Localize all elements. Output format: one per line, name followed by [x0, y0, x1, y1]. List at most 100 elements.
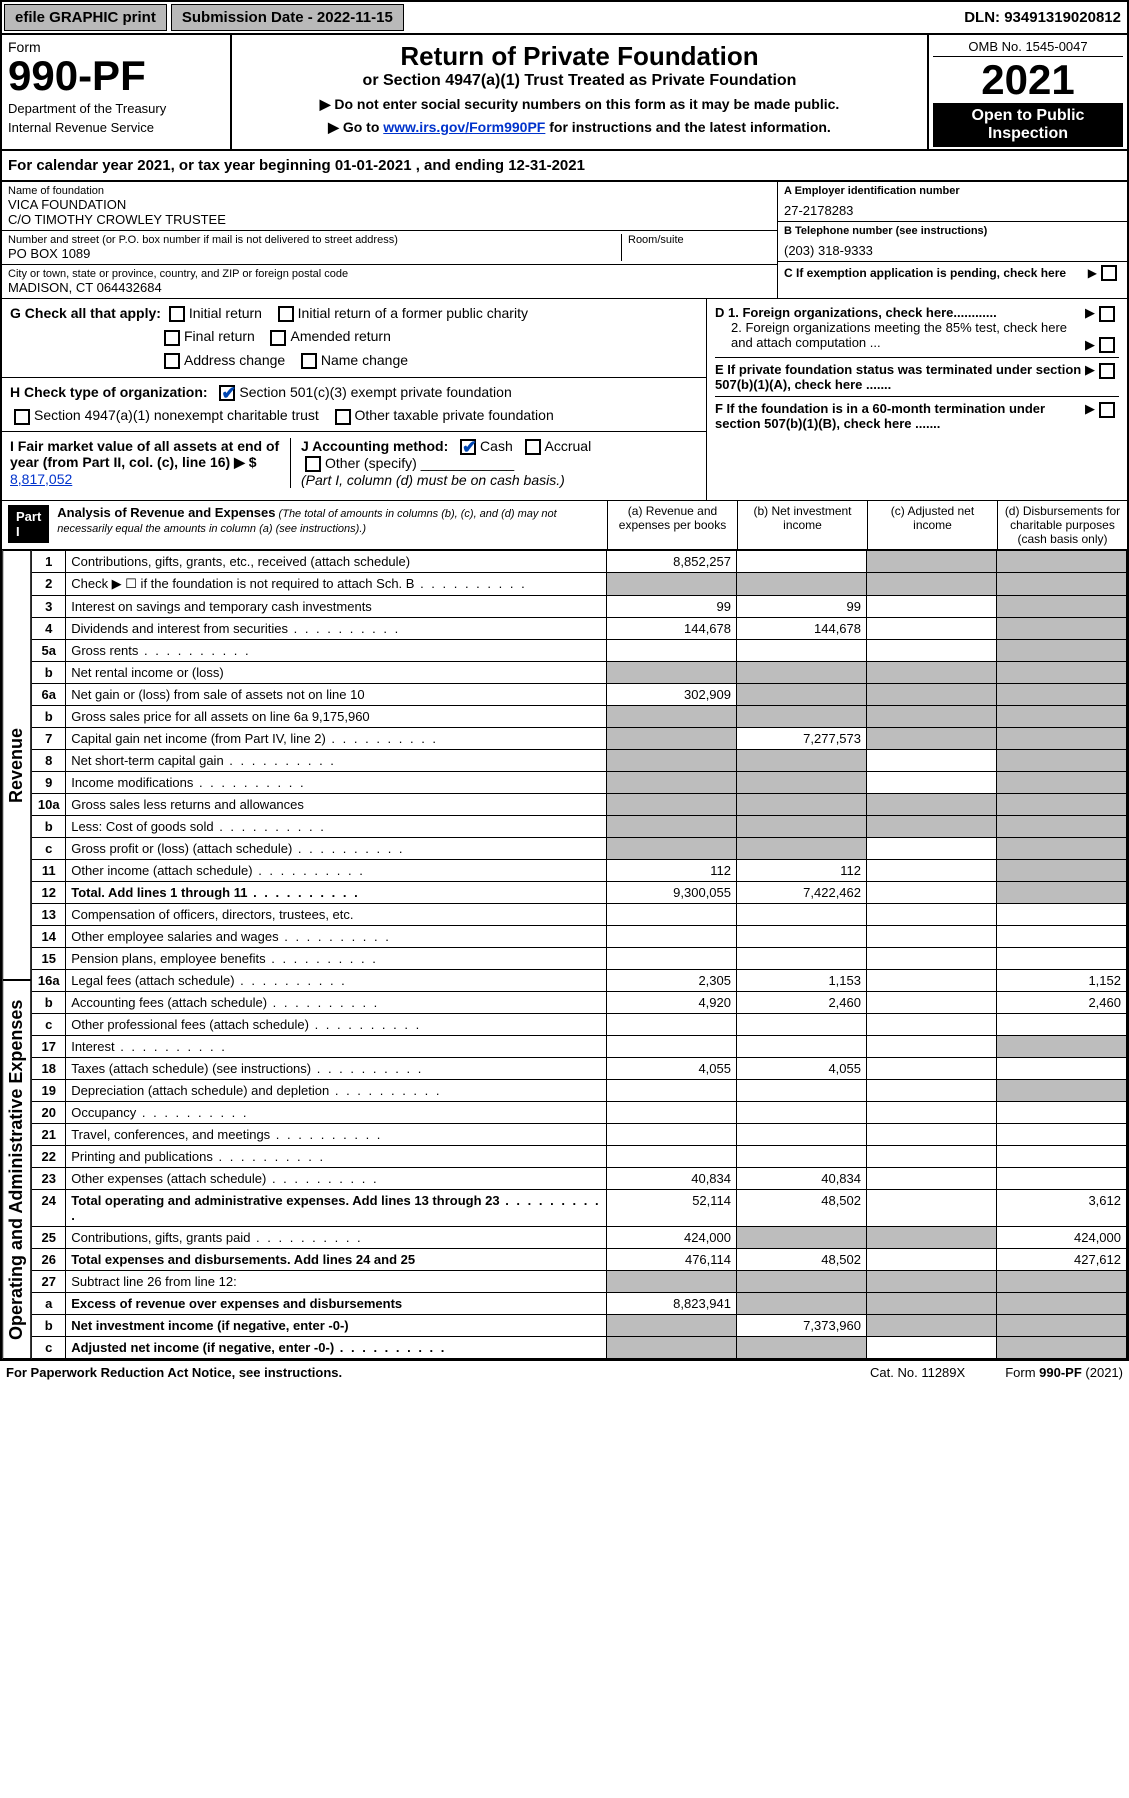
- amount-cell: [997, 1146, 1127, 1168]
- 501c3-checkbox[interactable]: [219, 385, 235, 401]
- h-opt-1: Section 501(c)(3) exempt private foundat…: [239, 384, 511, 400]
- table-row: 20Occupancy: [32, 1102, 1127, 1124]
- e-checkbox[interactable]: [1099, 363, 1115, 379]
- amount-cell: [607, 1146, 737, 1168]
- header-right: OMB No. 1545-0047 2021 Open to Public In…: [927, 35, 1127, 149]
- other-taxable-checkbox[interactable]: [335, 409, 351, 425]
- exemption-checkbox[interactable]: [1101, 265, 1117, 281]
- line-desc: Dividends and interest from securities: [66, 618, 607, 640]
- amount-cell: [607, 794, 737, 816]
- i-label: I Fair market value of all assets at end…: [10, 438, 279, 470]
- table-row: bNet rental income or (loss): [32, 662, 1127, 684]
- other-method-checkbox[interactable]: [305, 456, 321, 472]
- line-desc: Compensation of officers, directors, tru…: [66, 904, 607, 926]
- goto-pre: ▶ Go to: [328, 119, 383, 135]
- line-desc: Excess of revenue over expenses and disb…: [66, 1293, 607, 1315]
- calyear-begin: 01-01-2021: [335, 157, 412, 174]
- initial-return-checkbox[interactable]: [169, 306, 185, 322]
- line-number: c: [32, 1014, 66, 1036]
- d2-checkbox[interactable]: [1099, 337, 1115, 353]
- fmv-value[interactable]: 8,817,052: [10, 471, 72, 487]
- amount-cell: [997, 684, 1127, 706]
- goto-post: for instructions and the latest informat…: [545, 119, 830, 135]
- amount-cell: [607, 728, 737, 750]
- f-checkbox[interactable]: [1099, 402, 1115, 418]
- amount-cell: 99: [737, 596, 867, 618]
- part1-title: Analysis of Revenue and Expenses: [57, 505, 275, 520]
- initial-former-checkbox[interactable]: [278, 306, 294, 322]
- amount-cell: [997, 1058, 1127, 1080]
- amount-cell: [867, 1080, 997, 1102]
- address-cell: Number and street (or P.O. box number if…: [2, 231, 777, 265]
- amount-cell: [867, 551, 997, 573]
- amount-cell: [997, 816, 1127, 838]
- table-row: bLess: Cost of goods sold: [32, 816, 1127, 838]
- line-number: c: [32, 838, 66, 860]
- part1-header-row: Part I Analysis of Revenue and Expenses …: [2, 501, 1127, 550]
- line-desc: Travel, conferences, and meetings: [66, 1124, 607, 1146]
- final-return-checkbox[interactable]: [164, 330, 180, 346]
- 4947-checkbox[interactable]: [14, 409, 30, 425]
- amount-cell: 1,153: [737, 970, 867, 992]
- amount-cell: 144,678: [607, 618, 737, 640]
- line-number: 15: [32, 948, 66, 970]
- amount-cell: [737, 1227, 867, 1249]
- line-number: 16a: [32, 970, 66, 992]
- line-number: 18: [32, 1058, 66, 1080]
- line-desc: Income modifications: [66, 772, 607, 794]
- amount-cell: [867, 1293, 997, 1315]
- amount-cell: [997, 794, 1127, 816]
- amount-cell: [607, 1124, 737, 1146]
- line-desc: Gross sales less returns and allowances: [66, 794, 607, 816]
- table-row: 18Taxes (attach schedule) (see instructi…: [32, 1058, 1127, 1080]
- name-change-checkbox[interactable]: [301, 353, 317, 369]
- instructions-link[interactable]: www.irs.gov/Form990PF: [383, 119, 545, 135]
- line-desc: Subtract line 26 from line 12:: [66, 1271, 607, 1293]
- table-row: 27Subtract line 26 from line 12:: [32, 1271, 1127, 1293]
- amount-cell: 1,152: [997, 970, 1127, 992]
- line-desc: Taxes (attach schedule) (see instruction…: [66, 1058, 607, 1080]
- amount-cell: [737, 1271, 867, 1293]
- d1-checkbox[interactable]: [1099, 306, 1115, 322]
- cash-checkbox[interactable]: [460, 439, 476, 455]
- amount-cell: 476,114: [607, 1249, 737, 1271]
- table-row: 4Dividends and interest from securities1…: [32, 618, 1127, 640]
- table-row: 17Interest: [32, 1036, 1127, 1058]
- exemption-label: C If exemption application is pending, c…: [784, 266, 1088, 280]
- line-desc: Net investment income (if negative, ente…: [66, 1315, 607, 1337]
- amended-return-checkbox[interactable]: [270, 330, 286, 346]
- address-change-checkbox[interactable]: [164, 353, 180, 369]
- amount-cell: [607, 904, 737, 926]
- line-number: b: [32, 662, 66, 684]
- amount-cell: [997, 551, 1127, 573]
- amount-cell: [867, 1337, 997, 1359]
- form-number: 990-PF: [8, 55, 224, 97]
- accrual-checkbox[interactable]: [525, 439, 541, 455]
- amount-cell: [737, 662, 867, 684]
- city-label: City or town, state or province, country…: [8, 268, 771, 280]
- line-desc: Interest: [66, 1036, 607, 1058]
- line-number: 12: [32, 882, 66, 904]
- amount-cell: [607, 1271, 737, 1293]
- line-desc: Occupancy: [66, 1102, 607, 1124]
- h-opt-2: Section 4947(a)(1) nonexempt charitable …: [34, 407, 319, 423]
- amount-cell: 99: [607, 596, 737, 618]
- table-row: 10aGross sales less returns and allowanc…: [32, 794, 1127, 816]
- part1-table-wrap: Revenue Operating and Administrative Exp…: [2, 550, 1127, 1359]
- submission-date: Submission Date - 2022-11-15: [171, 4, 404, 31]
- amount-cell: [997, 772, 1127, 794]
- revenue-vlabel: Revenue: [2, 550, 31, 980]
- amount-cell: [867, 684, 997, 706]
- amount-cell: [607, 926, 737, 948]
- amount-cell: 8,823,941: [607, 1293, 737, 1315]
- amount-cell: [737, 1014, 867, 1036]
- amount-cell: [867, 926, 997, 948]
- line-number: 2: [32, 573, 66, 596]
- address-value: PO BOX 1089: [8, 246, 621, 261]
- amount-cell: [737, 1337, 867, 1359]
- amount-cell: [997, 838, 1127, 860]
- efile-button[interactable]: efile GRAPHIC print: [4, 4, 167, 31]
- amount-cell: [607, 1014, 737, 1036]
- entity-left: Name of foundation VICA FOUNDATION C/O T…: [2, 182, 777, 298]
- line-number: 5a: [32, 640, 66, 662]
